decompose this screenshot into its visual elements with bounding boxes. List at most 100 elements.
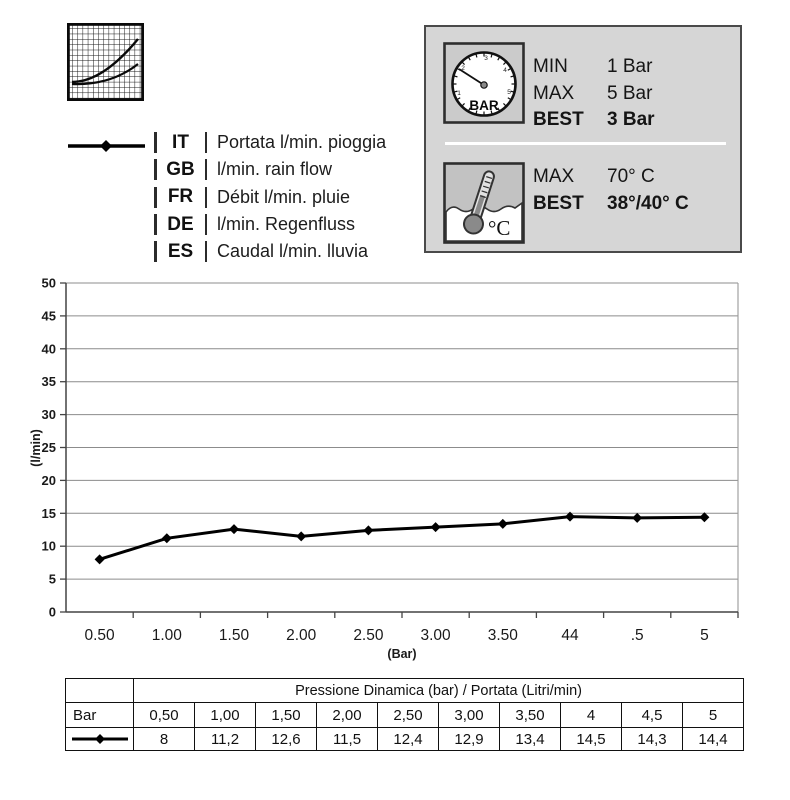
divider-bar: [204, 132, 207, 154]
x-axis-title: (Bar): [387, 647, 416, 661]
spec-divider: [445, 142, 726, 145]
gauge-dial-number: 2: [461, 65, 465, 72]
x-axis-tick-label: 0.50: [85, 627, 116, 644]
divider-bar: [204, 214, 207, 236]
x-axis-tick-label: 3.50: [488, 627, 519, 644]
x-axis-tick-label: 44: [561, 627, 579, 644]
legend-item-de: DE l/min. Regenfluss: [154, 211, 386, 238]
gauge-bar-label: BAR: [469, 98, 498, 113]
spec-label: BEST: [533, 109, 584, 130]
legend-lang-code: GB: [166, 158, 195, 180]
flow-value-cell: 8: [133, 727, 195, 751]
pressure-value-cell: 1,00: [194, 702, 256, 728]
legend-item-fr: FR Débit l/min. pluie: [154, 184, 386, 211]
legend-label: l/min. Regenfluss: [217, 214, 356, 235]
legend-label: Portata l/min. pioggia: [217, 132, 387, 153]
legend-lang-code: FR: [167, 186, 194, 208]
divider-bar: [154, 159, 157, 181]
data-point-marker: [161, 533, 172, 544]
data-point-marker: [699, 512, 710, 523]
legend-label: Caudal l/min. lluvia: [217, 241, 369, 262]
temperature-spec-rows: MAX 70° C BEST 38°/40° C: [533, 164, 689, 217]
flow-chart-svg: 0 5 10 15 20 25 30 35 40 45 50 0.50 1.00 1.50 2.00 2.50…: [29, 276, 739, 661]
y-axis-tick-label: 50: [42, 276, 56, 291]
x-axis-tick-label: 1.50: [219, 627, 250, 644]
flow-chart: 0 5 10 15 20 25 30 35 40 45 50 0.50 1.00 1.50 2.00 2.50…: [0, 270, 790, 670]
gauge-dial-number: 4: [503, 67, 507, 74]
pressure-value-cell: 4,5: [621, 702, 683, 728]
y-axis-tick-label: 20: [42, 473, 56, 488]
flow-value-cell: 14,5: [560, 727, 622, 751]
flow-value-cell: 12,4: [377, 727, 439, 751]
legend-item-it: IT Portata l/min. pioggia: [154, 129, 386, 156]
spec-label: BEST: [533, 192, 584, 214]
y-axis-tick-label: 25: [42, 440, 56, 455]
data-point-marker: [296, 531, 307, 542]
table-corner-cell: [65, 678, 134, 703]
pressure-value-cell: 2,00: [316, 702, 378, 728]
spec-value: 1 Bar: [607, 56, 653, 77]
x-axis-tick-label: 3.00: [421, 627, 452, 644]
data-point-marker: [94, 554, 105, 565]
pressure-spec-row-min: MIN 1 Bar: [533, 54, 655, 81]
pressure-value-cell: 4: [560, 702, 622, 728]
thermometer-icon: °C: [443, 162, 525, 244]
divider-bar: [154, 241, 157, 263]
pressure-gauge-icon: 1 2 3 4 5 BAR: [443, 42, 525, 124]
legend-item-es: ES Caudal l/min. lluvia: [154, 238, 386, 265]
table-row-header: Bar: [65, 702, 134, 728]
x-axis-tick-label: 5: [700, 627, 709, 644]
flow-value-cell: 12,9: [438, 727, 500, 751]
flow-value-cell: 12,6: [255, 727, 317, 751]
spec-label: MAX: [533, 82, 575, 104]
legend-lang-code: IT: [172, 131, 189, 153]
gauge-dial-number: 5: [507, 89, 511, 96]
legend-label: l/min. rain flow: [217, 159, 333, 180]
divider-bar: [204, 241, 207, 263]
spec-value: 3 Bar: [607, 109, 655, 130]
data-point-marker: [229, 524, 239, 535]
table-title: Pressione Dinamica (bar) / Portata (Litr…: [132, 678, 745, 703]
divider-bar: [154, 214, 157, 236]
gauge-dial-number: 1: [457, 90, 461, 97]
flow-data-table: Pressione Dinamica (bar) / Portata (Litr…: [65, 678, 745, 751]
divider-bar: [204, 186, 207, 208]
series-legend: IT Portata l/min. pioggia GB l/min. rain fl…: [154, 129, 386, 265]
spec-value: 38°/40° C: [607, 192, 689, 214]
x-axis-tick-label: .5: [631, 627, 644, 644]
pressure-spec-rows: MIN 1 Bar MAX 5 Bar BEST 3 Bar: [533, 54, 655, 134]
x-axis-tick-label: 1.00: [152, 627, 183, 644]
y-axis-tick-label: 30: [42, 407, 56, 422]
flow-value-cell: 14,4: [681, 727, 745, 751]
y-axis-tick-label: 45: [42, 308, 56, 323]
data-point-marker: [430, 522, 441, 533]
legend-lang-code: ES: [167, 240, 194, 262]
legend-label: Débit l/min. pluie: [217, 186, 351, 207]
spec-value: 5 Bar: [607, 82, 653, 104]
flow-value-cell: 14,3: [621, 727, 683, 751]
x-axis-tick-label: 2.00: [286, 627, 317, 644]
thermometer-celsius-label: °C: [488, 216, 510, 240]
gauge-dial-number: 3: [484, 55, 488, 62]
spec-value: 70° C: [607, 166, 655, 187]
table-series-marker-cell: [65, 727, 134, 751]
pressure-value-cell: 1,50: [255, 702, 317, 728]
line-diamond-icon: [68, 140, 145, 152]
divider-bar: [154, 186, 157, 208]
data-point-marker: [363, 525, 374, 536]
y-axis-tick-label: 35: [42, 374, 56, 389]
pressure-spec-row-max: MAX 5 Bar: [533, 81, 655, 108]
pressure-spec-row-best: BEST 3 Bar: [533, 107, 655, 134]
flow-value-cell: 11,2: [194, 727, 256, 751]
spec-label: MIN: [533, 56, 568, 77]
y-axis-tick-label: 40: [42, 341, 56, 356]
temperature-spec-row-max: MAX 70° C: [533, 164, 689, 191]
data-point-marker: [497, 518, 508, 529]
data-point-marker: [632, 512, 643, 523]
pressure-value-cell: 3,00: [438, 702, 500, 728]
spec-box: 1 2 3 4 5 BAR MIN 1 Bar MAX 5 Bar BEST 3 Bar °C M…: [424, 25, 742, 253]
legend-item-gb: GB l/min. rain flow: [154, 156, 386, 183]
y-axis-tick-label: 15: [42, 506, 56, 521]
gauge-dial-numbers: 1 2 3 4 5: [457, 55, 511, 97]
